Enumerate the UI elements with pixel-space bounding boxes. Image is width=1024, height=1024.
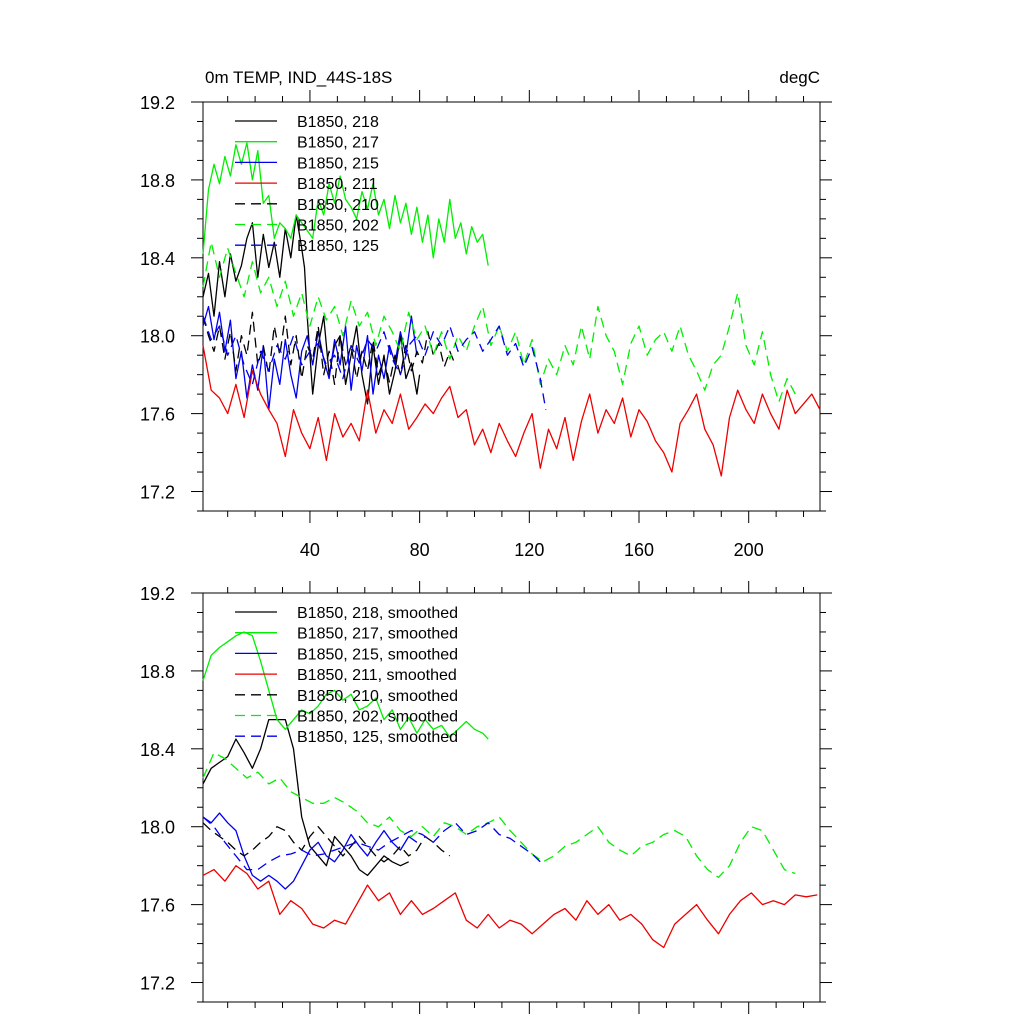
series-line-bottom-3 <box>202 865 818 949</box>
legend-label: B1850, 202 <box>297 218 379 235</box>
series-line-top-1 <box>202 142 489 266</box>
series-group-bottom <box>202 631 818 949</box>
y-tick-label: 18.4 <box>140 740 175 760</box>
series-group-top <box>202 142 821 477</box>
legend-label: B1850, 210 <box>297 197 379 214</box>
chart-panel-top: 0m TEMP, IND_44S-18S degC 17.2 17.6 18.0 18… <box>140 68 832 560</box>
legend-label: B1850, 211, smoothed <box>297 667 457 684</box>
legend-label: B1850, 125, smoothed <box>297 729 458 746</box>
series-line-bottom-6 <box>202 816 541 871</box>
series-line-bottom-1 <box>202 631 489 740</box>
y-tick-label: 17.2 <box>140 483 175 503</box>
y-tick-label: 17.6 <box>140 896 175 916</box>
y-tick-label: 18.0 <box>140 327 175 347</box>
series-line-bottom-2 <box>202 812 418 890</box>
y-tick-label: 18.8 <box>140 662 175 682</box>
x-tick-label: 40 <box>300 540 320 560</box>
series-line-top-3 <box>202 345 821 477</box>
y-tick-label: 18.4 <box>140 249 175 269</box>
y-tick-label: 17.6 <box>140 405 175 425</box>
legend-label: B1850, 217, smoothed <box>297 626 458 643</box>
axes-top: 17.2 17.6 18.0 18.4 18.8 19.2 40 80 120 160 200 <box>140 90 832 560</box>
legend-label: B1850, 202, smoothed <box>297 709 458 726</box>
legend-label: B1850, 211 <box>297 176 378 193</box>
series-line-top-4 <box>202 311 456 386</box>
legend-label: B1850, 218, smoothed <box>297 605 458 622</box>
x-tick-label: 160 <box>624 540 654 560</box>
chart-panel-bottom: 17.2 17.6 18.0 18.4 18.8 19.2 B1850, 218, smo… <box>140 581 832 1014</box>
legend-label: B1850, 217 <box>297 135 379 152</box>
y-tick-label: 19.2 <box>140 584 175 604</box>
legend-label: B1850, 215, smoothed <box>297 646 458 663</box>
series-line-top-6 <box>202 315 547 410</box>
legend-label: B1850, 215 <box>297 155 379 172</box>
plot-frame-bottom <box>202 592 821 1003</box>
legend-bottom: B1850, 218, smoothed B1850, 217, smoothed… <box>235 605 458 746</box>
y-tick-label: 18.8 <box>140 171 175 191</box>
legend-label: B1850, 218 <box>297 114 379 131</box>
legend-label: B1850, 125 <box>297 238 379 255</box>
series-line-bottom-5 <box>202 752 796 879</box>
chart-title-left: 0m TEMP, IND_44S-18S <box>205 68 392 87</box>
series-line-bottom-0 <box>202 718 409 877</box>
axes-bottom: 17.2 17.6 18.0 18.4 18.8 19.2 <box>140 581 832 1014</box>
x-tick-label: 200 <box>734 540 764 560</box>
x-tick-label: 120 <box>514 540 544 560</box>
y-tick-label: 18.0 <box>140 818 175 838</box>
y-tick-label: 17.2 <box>140 974 175 994</box>
series-line-bottom-4 <box>202 822 451 863</box>
plot-frame-top <box>202 101 821 512</box>
legend-label: B1850, 210, smoothed <box>297 688 458 705</box>
legend-top: B1850, 218 B1850, 217 B1850, 215 B1850, 211… <box>235 114 379 255</box>
y-tick-label: 19.2 <box>140 93 175 113</box>
chart-title-right: degC <box>779 68 820 87</box>
x-tick-label: 80 <box>410 540 430 560</box>
